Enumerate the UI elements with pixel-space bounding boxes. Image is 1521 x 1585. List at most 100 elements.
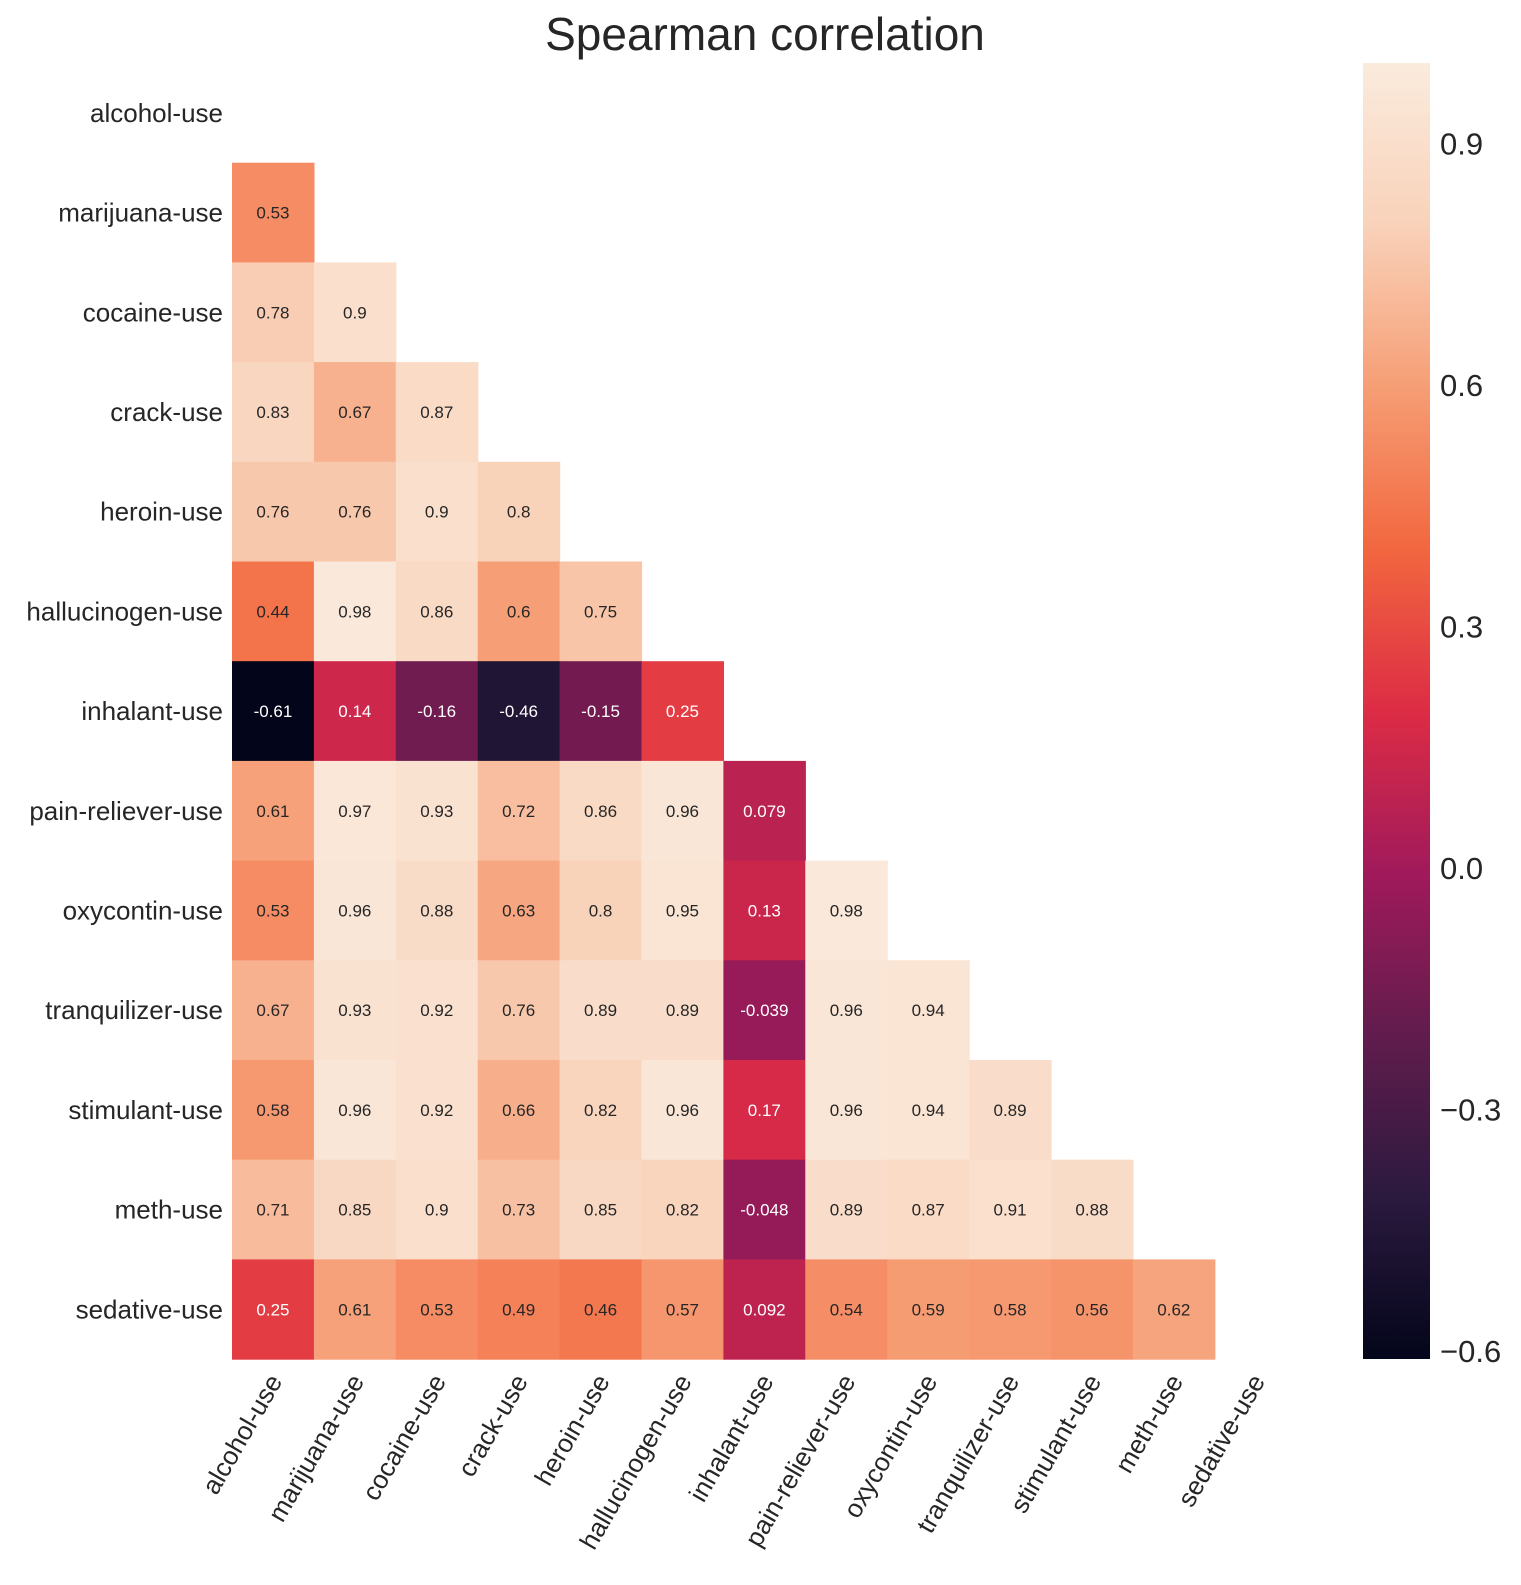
cell-value-label: 0.17 (748, 1101, 781, 1120)
cell-value-label: 0.91 (994, 1201, 1027, 1220)
cell-value-label: 0.53 (256, 901, 289, 920)
heatmap-cell (395, 960, 479, 1061)
heatmap-cell (477, 960, 561, 1061)
heatmap-cell (395, 760, 479, 862)
cell-value-label: 0.94 (912, 1101, 945, 1120)
cell-value-label: 0.86 (584, 802, 617, 821)
cell-value-label: 0.89 (830, 1201, 863, 1220)
cell-value-label: 0.25 (256, 1300, 289, 1319)
heatmap-cell (559, 860, 643, 961)
cell-value-label: -0.46 (499, 702, 538, 721)
cell-value-label: 0.82 (584, 1101, 617, 1120)
y-tick-label: inhalant-use (81, 696, 223, 726)
x-tick-label: cocaine-use (356, 1369, 452, 1505)
heatmap-cell (395, 860, 479, 961)
heatmap-cell (232, 960, 315, 1061)
cell-value-label: -0.61 (254, 702, 293, 721)
colorbar-tick-label: 0.6 (1440, 368, 1483, 403)
colorbar-tick-label: −0.6 (1440, 1334, 1501, 1369)
cell-value-label: 0.96 (338, 1101, 371, 1120)
cell-value-label: 0.93 (420, 802, 453, 821)
heatmap-cell (232, 461, 315, 563)
heatmap-cell (395, 461, 479, 563)
cell-value-label: 0.14 (338, 702, 371, 721)
x-tick-label: meth-use (1109, 1369, 1189, 1478)
cell-value-label: 0.72 (502, 802, 535, 821)
cell-value-label: 0.95 (666, 901, 699, 920)
cell-value-label: 0.93 (338, 1001, 371, 1020)
heatmap-cell (641, 1060, 724, 1161)
cell-value-label: 0.96 (830, 1001, 863, 1020)
heatmap-cell (395, 1060, 479, 1161)
heatmap-cell (723, 860, 806, 961)
cell-value-label: 0.46 (584, 1300, 617, 1319)
cell-value-label: 0.49 (502, 1300, 535, 1319)
chart-title: Spearman correlation (545, 8, 985, 60)
cell-value-label: 0.92 (420, 1001, 453, 1020)
y-tick-label: crack-use (110, 397, 223, 427)
cell-value-label: 0.85 (584, 1201, 617, 1220)
heatmap-cell (232, 1060, 315, 1161)
heatmap-cell (641, 661, 724, 762)
heatmap-cell (559, 1060, 643, 1161)
colorbar-tick-label: −0.3 (1440, 1092, 1501, 1127)
cell-value-label: 0.88 (1075, 1201, 1108, 1220)
heatmap-cell (559, 1259, 643, 1360)
heatmap-cell (887, 1159, 970, 1260)
heatmap-cell (641, 960, 724, 1061)
y-tick-label: sedative-use (76, 1294, 223, 1324)
cell-value-label: 0.82 (666, 1201, 699, 1220)
y-tick-label: heroin-use (100, 497, 223, 527)
heatmap-cell (1132, 1259, 1216, 1360)
heatmap-cell (887, 960, 970, 1061)
heatmap-cell (395, 1259, 479, 1360)
heatmap-cell (232, 561, 315, 662)
cell-value-label: 0.54 (830, 1300, 863, 1319)
heatmap-cell (1051, 1259, 1134, 1360)
y-tick-label: pain-reliever-use (29, 796, 223, 826)
cell-value-label: 0.58 (256, 1101, 289, 1120)
y-tick-label: stimulant-use (68, 1095, 223, 1125)
heatmap-cell (559, 960, 643, 1061)
cell-value-label: 0.83 (256, 403, 289, 422)
cell-value-label: 0.44 (256, 602, 289, 621)
heatmap-cell (723, 760, 806, 862)
cell-value-label: 0.9 (425, 503, 449, 522)
cell-value-label: 0.53 (420, 1300, 453, 1319)
cell-value-label: 0.59 (912, 1300, 945, 1319)
colorbar-gradient (1363, 63, 1430, 1359)
cell-value-label: 0.9 (343, 303, 367, 322)
cell-value-label: 0.25 (666, 702, 699, 721)
y-axis-labels: alcohol-use marijuana-use cocaine-use crack… (26, 98, 223, 1324)
x-tick-label: alcohol-use (196, 1369, 288, 1499)
heatmap-cell (559, 760, 643, 862)
heatmap-cell (1051, 1159, 1134, 1260)
colorbar: 0.9 0.6 0.3 0.0 −0.3 −0.6 (1363, 63, 1501, 1369)
heatmap-cell (477, 661, 561, 762)
heatmap-cell (313, 760, 397, 862)
x-tick-label: heroin-use (528, 1369, 615, 1490)
heatmap-cell (313, 960, 397, 1061)
y-tick-label: cocaine-use (83, 297, 223, 327)
heatmap-cell (313, 1159, 397, 1260)
cell-value-label: 0.98 (338, 602, 371, 621)
cell-value-label: 0.61 (338, 1300, 371, 1319)
cell-value-label: 0.96 (666, 1101, 699, 1120)
y-tick-label: tranquilizer-use (45, 995, 223, 1025)
cell-value-label: 0.87 (912, 1201, 945, 1220)
heatmap-cell (723, 1060, 806, 1161)
colorbar-tick-label: 0.9 (1440, 126, 1483, 161)
cell-value-label: 0.6 (507, 602, 531, 621)
heatmap-cell (232, 1159, 315, 1260)
y-tick-label: hallucinogen-use (26, 596, 223, 626)
cell-value-label: -0.048 (740, 1201, 788, 1220)
cell-value-label: 0.97 (338, 802, 371, 821)
heatmap-cell (313, 262, 397, 363)
heatmap-cells: 0.53 0.78 0.9 0.83 0.67 0.87 0.76 0.76 0.9 0.8 0.4… (232, 162, 1216, 1360)
cell-value-label: 0.96 (666, 802, 699, 821)
cell-value-label: 0.71 (256, 1201, 289, 1220)
heatmap-cell (477, 1060, 561, 1161)
cell-value-label: 0.13 (748, 901, 781, 920)
heatmap-cell (805, 1060, 888, 1161)
heatmap-cell (313, 860, 397, 961)
